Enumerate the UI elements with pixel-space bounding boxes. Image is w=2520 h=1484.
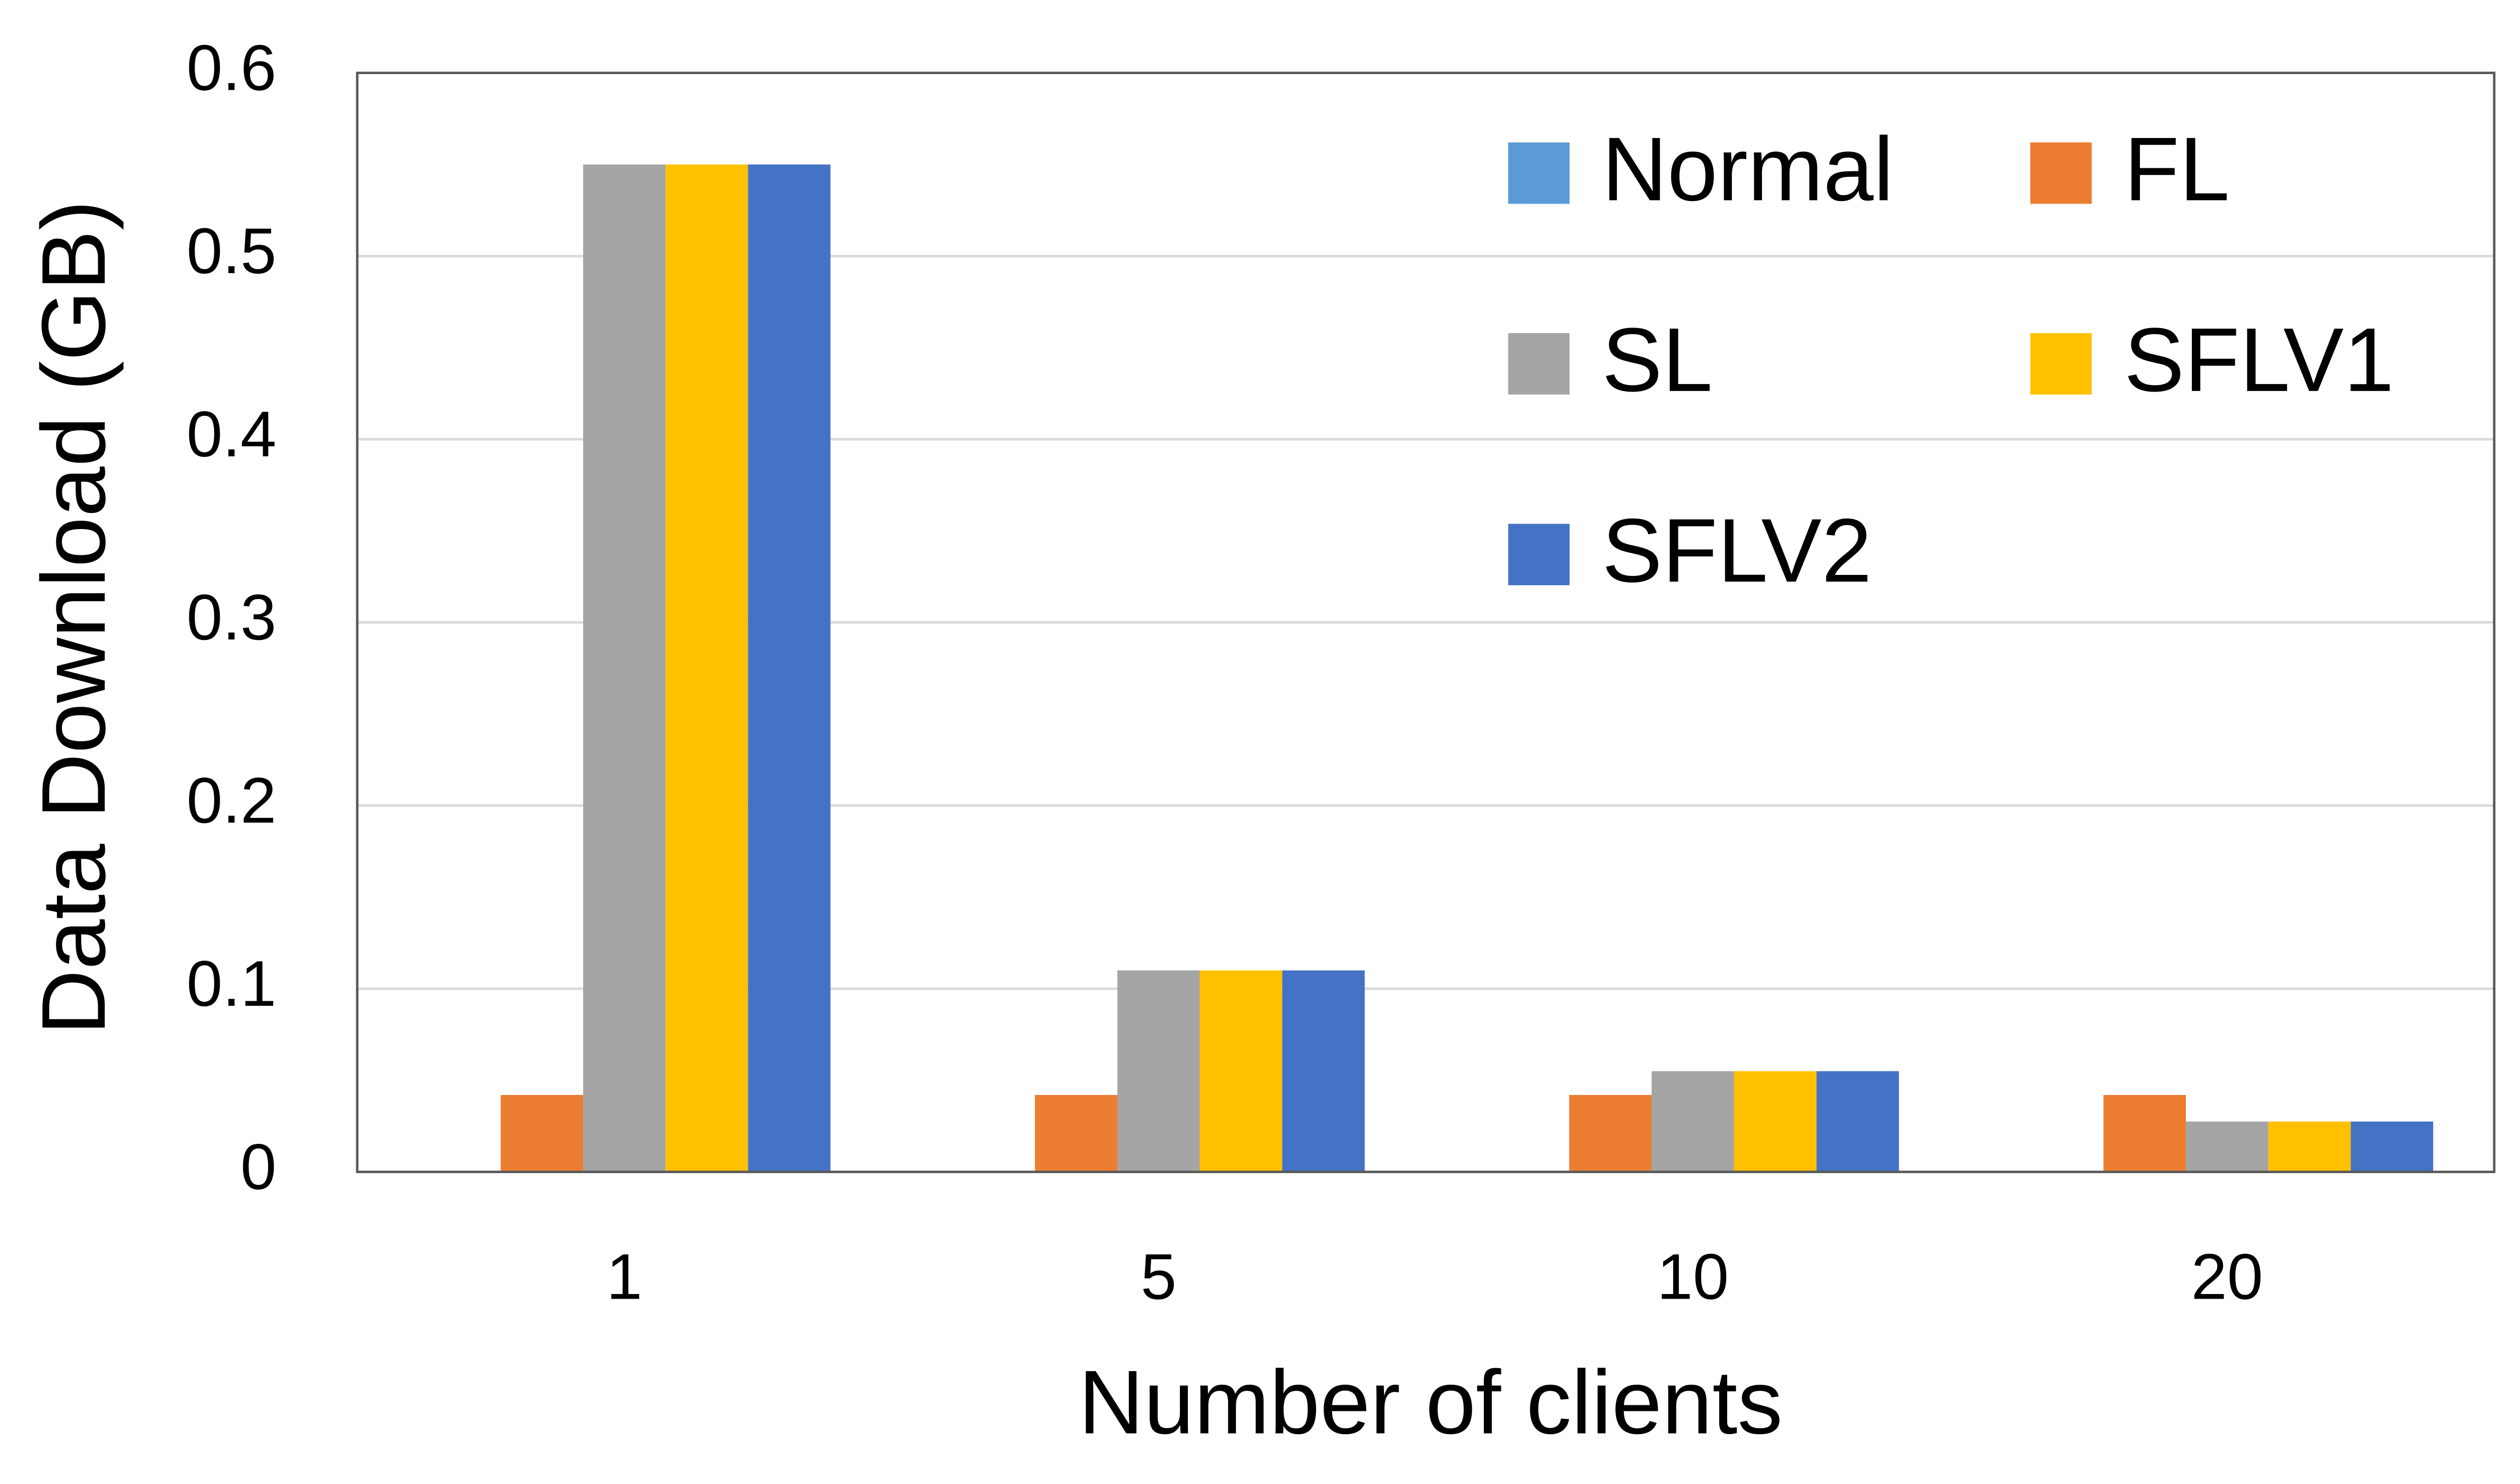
bar <box>1734 1071 1817 1172</box>
y-tick-label: 0.2 <box>186 765 276 837</box>
bar <box>1117 970 1200 1172</box>
bar <box>500 1094 584 1172</box>
bar <box>1652 1071 1734 1172</box>
x-tick-label: 5 <box>1141 1241 1176 1313</box>
legend-label: Normal <box>1602 118 1894 220</box>
legend-swatch <box>1508 142 1570 204</box>
bar <box>2268 1121 2351 1172</box>
bar <box>1816 1071 1899 1172</box>
legend-label: SL <box>1602 309 1713 411</box>
bar <box>583 164 666 1172</box>
legend-swatch <box>2030 142 2092 204</box>
y-tick-label: 0.1 <box>186 948 276 1020</box>
legend-swatch <box>1508 524 1570 586</box>
legend-label: SFLV2 <box>1602 500 1872 601</box>
plot-border <box>356 72 2496 1174</box>
x-tick-label: 10 <box>1657 1241 1729 1313</box>
bar <box>1035 1094 1118 1172</box>
legend-swatch <box>2030 333 2092 395</box>
bar <box>665 164 748 1172</box>
bar <box>2103 1094 2186 1172</box>
y-tick-label: 0.6 <box>186 32 276 104</box>
x-tick-label: 20 <box>2191 1241 2263 1313</box>
x-tick-label: 1 <box>606 1241 642 1313</box>
bar <box>1200 970 1283 1172</box>
x-axis-title: Number of clients <box>1079 1352 1783 1453</box>
bar <box>1569 1094 1652 1172</box>
bar <box>2186 1121 2269 1172</box>
legend-swatch <box>1508 333 1570 395</box>
legend-label: FL <box>2124 118 2230 220</box>
y-axis-title: Data Download (GB) <box>23 200 124 1035</box>
bar <box>1282 970 1365 1172</box>
y-tick-label: 0 <box>240 1131 276 1203</box>
y-tick-label: 0.5 <box>186 215 276 287</box>
bar <box>2351 1121 2433 1172</box>
bar <box>748 164 831 1172</box>
legend-label: SFLV1 <box>2124 309 2394 411</box>
y-tick-label: 0.3 <box>186 582 276 654</box>
y-tick-label: 0.4 <box>186 399 276 471</box>
